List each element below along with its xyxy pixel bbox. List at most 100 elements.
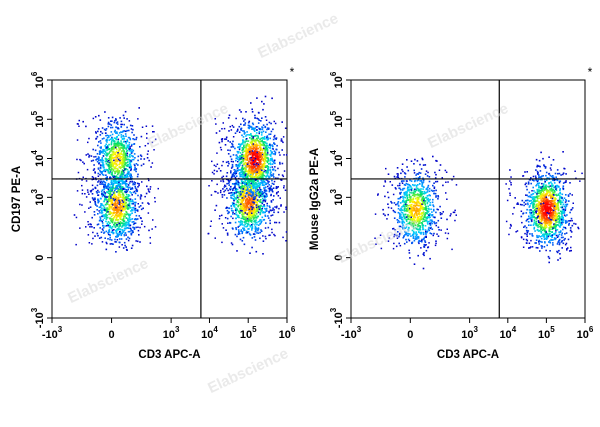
event-dot <box>116 131 118 133</box>
event-dot <box>118 180 120 182</box>
event-dot <box>240 127 243 130</box>
event-dot <box>243 196 245 199</box>
event-dot <box>127 186 129 188</box>
event-dot <box>99 171 102 173</box>
event-dot <box>421 158 424 161</box>
event-dot <box>412 221 414 223</box>
event-dot <box>403 183 406 186</box>
event-dot <box>100 204 103 206</box>
event-dot <box>117 171 120 173</box>
event-dot <box>126 208 129 210</box>
event-dot <box>118 192 121 195</box>
event-dot <box>114 131 116 133</box>
event-dot <box>139 226 141 229</box>
event-dot <box>110 188 112 191</box>
event-dot <box>225 138 228 140</box>
event-dot <box>108 136 110 138</box>
event-dot <box>110 206 112 208</box>
event-dot <box>116 223 118 226</box>
event-dot <box>123 135 125 138</box>
event-dot <box>116 185 118 188</box>
event-dot <box>110 215 113 218</box>
event-dot <box>107 232 109 234</box>
event-dot <box>426 207 428 210</box>
event-dot <box>145 192 148 195</box>
event-dot <box>146 157 149 159</box>
event-dot <box>416 160 419 162</box>
event-dot <box>110 195 112 198</box>
event-dot <box>256 129 258 131</box>
event-dot <box>425 208 427 210</box>
event-dot <box>408 194 411 196</box>
event-dot <box>414 238 416 240</box>
event-dot <box>109 236 111 239</box>
event-dot <box>393 202 396 204</box>
event-dot <box>408 211 411 214</box>
event-dot <box>122 188 124 190</box>
event-dot <box>227 165 229 167</box>
event-dot <box>240 203 242 205</box>
event-dot <box>259 183 262 186</box>
event-dot <box>125 150 128 153</box>
event-dot <box>240 187 242 190</box>
event-dot <box>89 190 92 192</box>
event-dot <box>272 148 274 150</box>
event-dot <box>99 216 101 218</box>
event-dot <box>251 200 253 203</box>
event-dot <box>241 240 244 242</box>
event-dot <box>93 198 96 200</box>
event-dot <box>405 208 408 211</box>
event-dot <box>247 212 249 214</box>
event-dot <box>234 233 237 236</box>
event-dot <box>241 197 244 199</box>
event-dot <box>251 138 253 140</box>
event-dot <box>253 144 256 146</box>
event-dot <box>426 195 429 197</box>
event-dot <box>261 182 264 184</box>
event-dot <box>245 217 247 220</box>
event-dot <box>132 149 135 152</box>
event-dot <box>411 192 413 194</box>
event-dot <box>273 134 276 137</box>
event-dot <box>421 198 424 201</box>
event-dot <box>121 160 124 162</box>
event-dot <box>429 219 432 221</box>
event-dot <box>243 188 246 190</box>
event-dot <box>228 114 231 117</box>
event-dot <box>104 197 107 199</box>
event-dot <box>245 185 248 187</box>
event-dot <box>226 217 229 220</box>
event-dot <box>438 229 440 231</box>
event-dot <box>132 128 134 131</box>
event-dot <box>410 205 412 208</box>
event-dot <box>234 221 237 224</box>
event-dot <box>92 231 94 234</box>
event-dot <box>107 224 110 227</box>
event-dot <box>424 240 426 242</box>
event-dot <box>111 231 113 234</box>
event-dot <box>255 144 257 146</box>
event-dot <box>423 216 426 218</box>
event-dot <box>421 197 424 199</box>
event-dot <box>234 147 236 150</box>
event-dot <box>124 130 127 132</box>
event-dot <box>116 221 119 224</box>
event-dot <box>405 195 408 197</box>
event-dot <box>99 119 102 121</box>
event-dot <box>127 200 130 202</box>
event-dot <box>257 158 259 160</box>
event-dot <box>109 151 111 153</box>
event-dot <box>399 202 402 204</box>
event-dot <box>285 231 288 233</box>
event-dot <box>245 183 247 185</box>
event-dot <box>419 225 422 227</box>
event-dot <box>130 192 133 194</box>
event-dot <box>237 180 239 182</box>
event-dot <box>272 145 274 147</box>
event-dot <box>128 150 131 152</box>
event-dot <box>419 180 422 182</box>
event-dot <box>252 212 254 215</box>
event-dot <box>239 155 242 157</box>
event-dot <box>129 230 131 233</box>
event-dot <box>110 159 112 161</box>
